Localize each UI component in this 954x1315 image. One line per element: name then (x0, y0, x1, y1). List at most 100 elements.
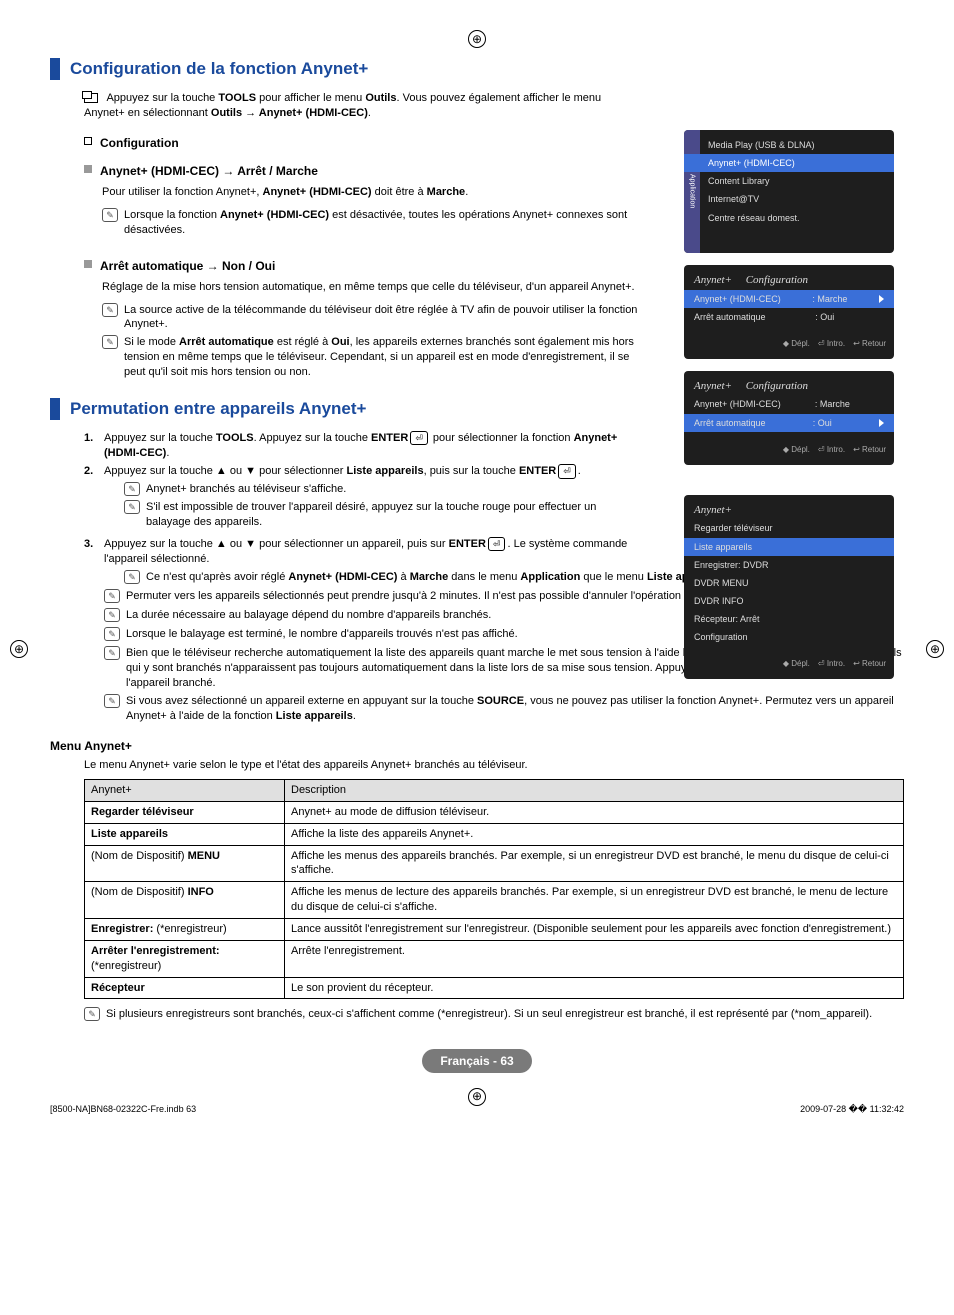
tv-row-selected: Liste appareils (684, 538, 894, 556)
note-icon: ✎ (104, 694, 120, 708)
section-title-text: Permutation entre appareils Anynet+ (70, 398, 366, 421)
section-bar (50, 398, 60, 420)
enter-icon: ⏎ (488, 537, 506, 551)
section-bar (50, 58, 60, 80)
tv-row-selected: Anynet+ (HDMI-CEC) (684, 154, 894, 172)
note-line: ✎ Si plusieurs enregistreurs sont branch… (84, 1007, 904, 1022)
enter-icon: ⏎ (558, 464, 576, 478)
tv-brand: Anynet+ (694, 504, 732, 516)
tv-footer: ◆ Dépl.⏎ Intro.↩ Retour (684, 442, 894, 459)
table-cell: Lance aussitôt l'enregistrement sur l'en… (285, 919, 904, 941)
tv-footer: ◆ Dépl.⏎ Intro.↩ Retour (684, 336, 894, 353)
note-icon: ✎ (104, 646, 120, 660)
square-bullet-icon (84, 165, 92, 173)
table-cell: (Nom de Dispositif) MENU (85, 845, 285, 882)
tv-row: Enregistrer: DVDR (684, 556, 894, 574)
arrow-icon (879, 419, 884, 427)
note-line: ✎S'il est impossible de trouver l'appare… (124, 500, 644, 530)
table-cell: Anynet+ au mode de diffusion téléviseur. (285, 801, 904, 823)
tv-title: Configuration (746, 274, 808, 286)
tv-footer: ◆ Dépl.⏎ Intro.↩ Retour (684, 656, 894, 673)
footer-left: [8500-NA]BN68-02322C-Fre.indb 63 (50, 1103, 196, 1115)
table-cell: Affiche les menus de lecture des apparei… (285, 882, 904, 919)
square-bullet-icon (84, 137, 92, 145)
menu-heading: Menu Anynet+ (50, 738, 904, 754)
note-icon: ✎ (124, 500, 140, 514)
tv-row: Configuration (684, 628, 894, 646)
table-cell: (Nom de Dispositif) INFO (85, 882, 285, 919)
reg-mark: ⊕ (926, 640, 944, 658)
table-row: RécepteurLe son provient du récepteur. (85, 977, 904, 999)
tv-row: Arrêt automatique: Oui (684, 308, 894, 326)
list-item: Appuyez sur la touche ▲ ou ▼ pour sélect… (84, 537, 644, 567)
anynet-menu-table: Anynet+ Description Regarder téléviseurA… (84, 779, 904, 999)
page-number-badge: Français - 63 (422, 1049, 531, 1073)
arrow-icon (879, 295, 884, 303)
section-heading: Configuration de la fonction Anynet+ (50, 58, 904, 81)
tv-brand: Anynet+ (694, 274, 732, 286)
tv-row: Anynet+ (HDMI-CEC): Marche (684, 395, 894, 413)
table-cell: Liste appareils (85, 823, 285, 845)
note-line: ✎ Lorsque la fonction Anynet+ (HDMI-CEC)… (102, 208, 644, 238)
table-cell: Arrêter l'enregistrement: (*enregistreur… (85, 940, 285, 977)
list-item: Appuyez sur la touche ▲ ou ▼ pour sélect… (84, 464, 644, 532)
table-cell: Affiche les menus des appareils branchés… (285, 845, 904, 882)
table-header: Description (285, 780, 904, 802)
table-cell: Le son provient du récepteur. (285, 977, 904, 999)
tv-row: Récepteur: Arrêt (684, 610, 894, 628)
table-row: Regarder téléviseurAnynet+ au mode de di… (85, 801, 904, 823)
anynet-cec-heading: Anynet+ (HDMI-CEC) → Arrêt / Marche (84, 163, 644, 179)
tools-instruction: Appuyez sur la touche TOOLS pour affiche… (84, 91, 644, 121)
tv-row: DVDR INFO (684, 592, 894, 610)
note-line: ✎ Si le mode Arrêt automatique est réglé… (102, 335, 644, 380)
section-title-text: Configuration de la fonction Anynet+ (70, 58, 368, 81)
tv-title: Configuration (746, 380, 808, 392)
auto-off-heading: Arrêt automatique → Non / Oui (84, 258, 644, 274)
steps-list: Appuyez sur la touche TOOLS. Appuyez sur… (84, 431, 644, 567)
tools-icon (84, 93, 98, 103)
square-bullet-icon (84, 260, 92, 268)
list-item: Appuyez sur la touche TOOLS. Appuyez sur… (84, 431, 644, 461)
note-icon: ✎ (102, 335, 118, 349)
tv-row: DVDR MENU (684, 574, 894, 592)
table-cell: Affiche la liste des appareils Anynet+. (285, 823, 904, 845)
tv-brand: Anynet+ (694, 380, 732, 392)
table-header: Anynet+ (85, 780, 285, 802)
table-cell: Récepteur (85, 977, 285, 999)
note-line: ✎ Si vous avez sélectionné un appareil e… (104, 694, 904, 724)
reg-mark: ⊕ (468, 30, 486, 48)
note-icon: ✎ (104, 627, 120, 641)
note-icon: ✎ (104, 608, 120, 622)
tv-panel-device-list: Anynet+ Regarder téléviseur Liste appare… (684, 495, 894, 680)
note-icon: ✎ (124, 570, 140, 584)
tv-screenshots: Application Media Play (USB & DLNA) Anyn… (684, 130, 894, 691)
table-row: Arrêter l'enregistrement: (*enregistreur… (85, 940, 904, 977)
tv-row: Internet@TV (684, 190, 894, 208)
note-line: ✎Anynet+ branchés au téléviseur s'affich… (124, 482, 644, 497)
note-icon: ✎ (104, 589, 120, 603)
table-cell: Enregistrer: (*enregistreur) (85, 919, 285, 941)
body-text: Pour utiliser la fonction Anynet+, Anyne… (102, 185, 644, 200)
tv-row: Centre réseau domest. (684, 209, 894, 227)
tv-row-selected: Anynet+ (HDMI-CEC): Marche (684, 290, 894, 308)
table-row: (Nom de Dispositif) INFOAffiche les menu… (85, 882, 904, 919)
enter-icon: ⏎ (410, 431, 428, 445)
table-cell: Arrête l'enregistrement. (285, 940, 904, 977)
body-text: Réglage de la mise hors tension automati… (102, 280, 644, 295)
tv-row: Regarder téléviseur (684, 519, 894, 537)
tv-panel-app-menu: Application Media Play (USB & DLNA) Anyn… (684, 130, 894, 253)
config-heading: Configuration (84, 135, 644, 151)
menu-intro: Le menu Anynet+ varie selon le type et l… (84, 758, 904, 773)
table-row: Enregistrer: (*enregistreur)Lance aussit… (85, 919, 904, 941)
note-icon: ✎ (84, 1007, 100, 1021)
table-row: Liste appareilsAffiche la liste des appa… (85, 823, 904, 845)
note-icon: ✎ (124, 482, 140, 496)
tv-panel-config-1: Anynet+ Configuration Anynet+ (HDMI-CEC)… (684, 265, 894, 359)
reg-mark: ⊕ (10, 640, 28, 658)
note-icon: ✎ (102, 303, 118, 317)
tv-row: Media Play (USB & DLNA) (684, 136, 894, 154)
table-row: (Nom de Dispositif) MENUAffiche les menu… (85, 845, 904, 882)
note-icon: ✎ (102, 208, 118, 222)
note-line: ✎ La source active de la télécommande du… (102, 303, 644, 333)
tv-row-selected: Arrêt automatique: Oui (684, 414, 894, 432)
